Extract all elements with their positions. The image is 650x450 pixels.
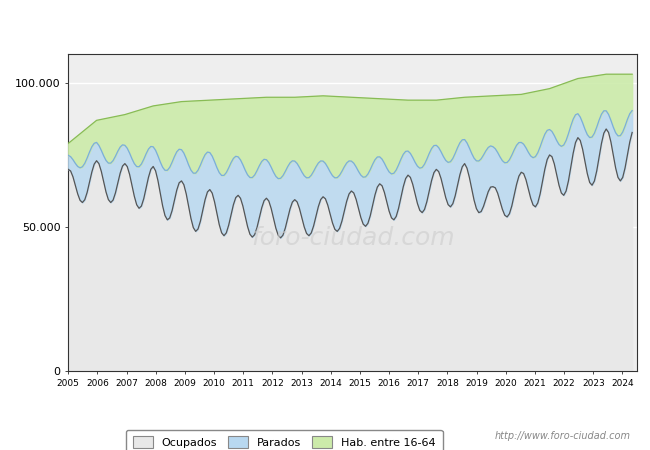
Legend: Ocupados, Parados, Hab. entre 16-64: Ocupados, Parados, Hab. entre 16-64 (126, 430, 443, 450)
Text: Marbella - Evolucion de la poblacion en edad de Trabajar Mayo de 2024: Marbella - Evolucion de la poblacion en … (86, 17, 564, 30)
Text: http://www.foro-ciudad.com: http://www.foro-ciudad.com (495, 431, 630, 441)
Text: foro-ciudad.com: foro-ciudad.com (251, 226, 454, 250)
